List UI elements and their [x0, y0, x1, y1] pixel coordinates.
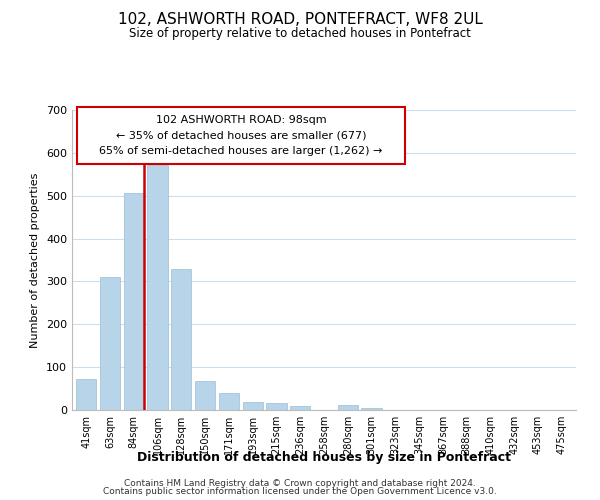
Bar: [361, 408, 382, 410]
Bar: [266, 402, 287, 410]
Text: Size of property relative to detached houses in Pontefract: Size of property relative to detached ho…: [129, 28, 471, 40]
Bar: [76, 379, 97, 410]
Bar: [148, 165, 167, 410]
Bar: [77, 107, 404, 164]
Text: Contains public sector information licensed under the Open Government Licence v3: Contains public sector information licen…: [103, 487, 497, 496]
Text: Distribution of detached houses by size in Pontefract: Distribution of detached houses by size …: [137, 451, 511, 464]
Text: 102 ASHWORTH ROAD: 98sqm
← 35% of detached houses are smaller (677)
65% of semi-: 102 ASHWORTH ROAD: 98sqm ← 35% of detach…: [99, 115, 383, 156]
Text: Contains HM Land Registry data © Crown copyright and database right 2024.: Contains HM Land Registry data © Crown c…: [124, 478, 476, 488]
Y-axis label: Number of detached properties: Number of detached properties: [31, 172, 40, 348]
Bar: [171, 268, 191, 410]
Text: 102, ASHWORTH ROAD, PONTEFRACT, WF8 2UL: 102, ASHWORTH ROAD, PONTEFRACT, WF8 2UL: [118, 12, 482, 28]
Bar: [195, 381, 215, 410]
Bar: [219, 393, 239, 410]
Bar: [124, 192, 144, 410]
Bar: [242, 402, 263, 410]
Bar: [290, 406, 310, 410]
Bar: [100, 277, 120, 410]
Bar: [338, 406, 358, 410]
